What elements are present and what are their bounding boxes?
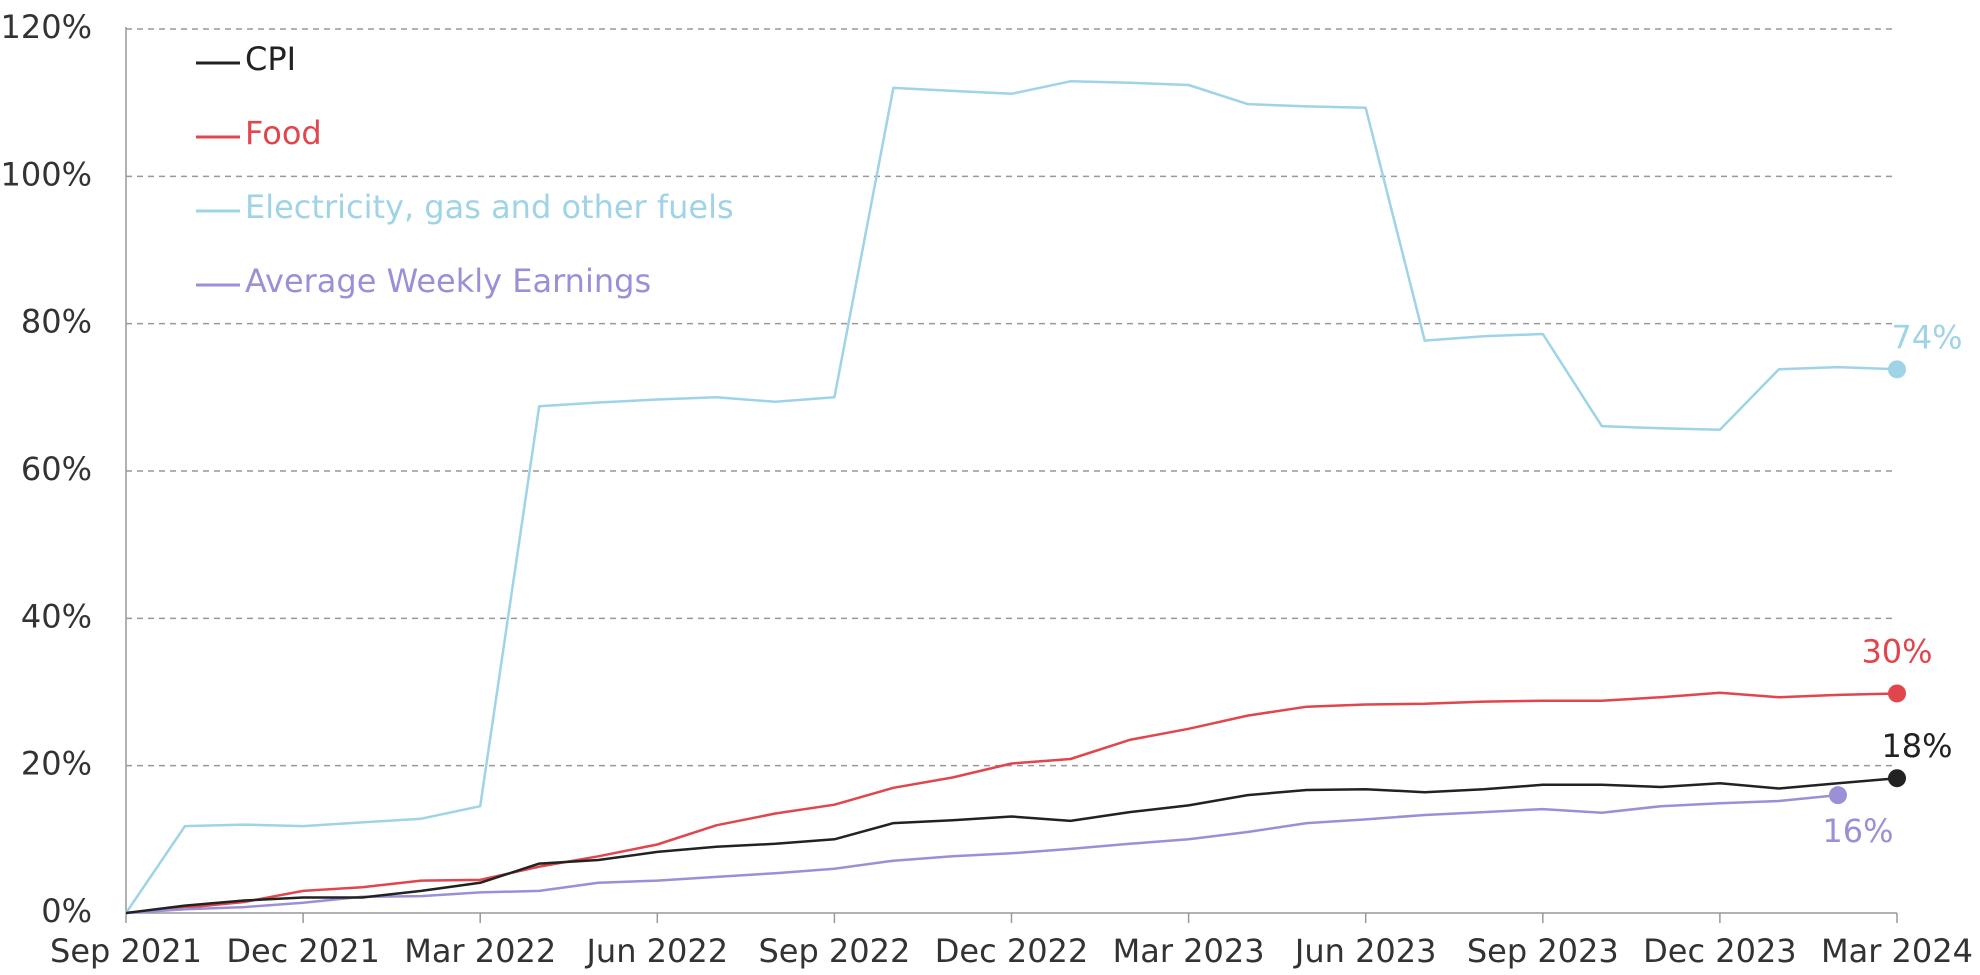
end-label: 16%: [1822, 812, 1893, 850]
end-point: [1888, 684, 1906, 703]
legend-label: CPI: [245, 40, 296, 78]
x-tick-label: Mar 2023: [1113, 932, 1265, 970]
legend-label: Average Weekly Earnings: [245, 262, 651, 300]
legend-label: Electricity, gas and other fuels: [245, 188, 734, 226]
y-tick-label: 40%: [21, 597, 92, 635]
x-tick-label: Mar 2022: [404, 932, 556, 970]
end-label: 18%: [1881, 727, 1952, 765]
y-tick-label: 100%: [1, 155, 92, 193]
y-tick-label: 80%: [21, 303, 92, 341]
y-tick-label: 120%: [1, 8, 92, 46]
x-tick-label: Dec 2021: [226, 932, 380, 970]
x-tick-label: Dec 2023: [1643, 932, 1797, 970]
x-tick-label: Sep 2023: [1467, 932, 1619, 970]
y-tick-label: 60%: [21, 450, 92, 488]
x-tick-label: Jun 2022: [584, 932, 728, 970]
end-point: [1888, 360, 1906, 379]
x-tick-label: Jun 2023: [1293, 932, 1437, 970]
y-tick-label: 20%: [21, 745, 92, 783]
x-tick-label: Dec 2022: [935, 932, 1089, 970]
x-tick-label: Sep 2021: [50, 932, 202, 970]
x-tick-label: Sep 2022: [758, 932, 910, 970]
series-line: [125, 776, 1898, 915]
end-label: 30%: [1861, 632, 1932, 670]
end-point: [1828, 786, 1847, 805]
y-tick-label: 0%: [41, 892, 92, 930]
series-line: [125, 793, 1839, 915]
legend-label: Food: [245, 114, 322, 152]
end-label: 74%: [1891, 318, 1962, 356]
end-point: [1888, 769, 1906, 788]
series-line: [124, 80, 1898, 914]
x-tick-label: Mar 2024: [1821, 932, 1973, 970]
series-line: [125, 691, 1898, 915]
